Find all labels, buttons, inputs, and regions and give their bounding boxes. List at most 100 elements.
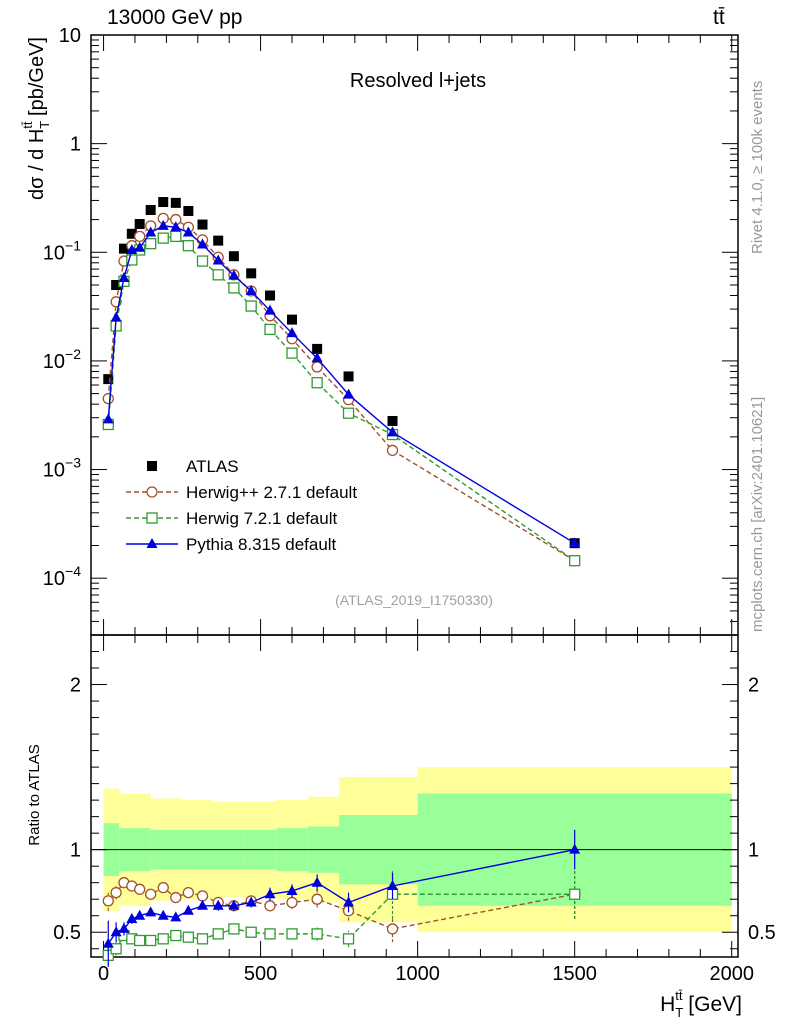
main-data-point — [228, 269, 240, 280]
ratio-data-point — [196, 933, 209, 945]
ratio-data-point — [134, 909, 146, 920]
legend: ATLAS Herwig++ 2.7.1 default Herwig 7.2.1 … — [126, 457, 357, 554]
ratio-data-point — [264, 900, 276, 912]
ratio-data-point — [212, 928, 224, 940]
main-data-point — [145, 238, 157, 250]
ratio-data-point — [110, 886, 122, 899]
main-data-point — [245, 300, 257, 312]
main-data-point — [387, 426, 399, 437]
main-axes: 10 1 10−1 10−2 10−3 10−4 — [43, 25, 738, 636]
analysis-label: (ATLAS_2019_I1750330) — [335, 592, 493, 608]
main-data-point — [103, 374, 114, 385]
main-data-point — [110, 311, 122, 322]
legend-label: Pythia 8.315 default — [186, 535, 337, 554]
main-data-point — [158, 197, 169, 208]
ratio-data-point — [212, 899, 224, 910]
main-data-point — [343, 371, 354, 382]
main-data-point — [182, 226, 194, 237]
main-data-point — [228, 282, 240, 294]
plot-title: Resolved l+jets — [350, 70, 486, 92]
header-final-state: tt̄ — [713, 6, 725, 29]
main-series-1 — [102, 212, 581, 567]
main-data-point — [102, 392, 114, 405]
ratio-data-point — [118, 922, 130, 933]
ratio-data-point — [311, 893, 323, 905]
main-data-point — [170, 197, 181, 208]
main-data-point — [111, 279, 122, 290]
ratio-data-point — [145, 934, 157, 947]
main-data-point — [134, 230, 146, 243]
main-data-point — [197, 219, 208, 230]
ratio-data-point — [170, 929, 182, 942]
ratio-data-point — [311, 928, 323, 940]
ratio-data-point — [245, 926, 257, 938]
main-data-point — [386, 444, 399, 457]
main-data-point — [264, 304, 276, 315]
legend-label: Herwig 7.2.1 default — [186, 509, 337, 528]
ratio-data-point — [134, 934, 146, 947]
main-y-tick-label: 10−4 — [43, 563, 81, 590]
legend-label: ATLAS — [186, 457, 239, 476]
x-tick-label: 1500 — [552, 963, 597, 985]
ratio-panel-frame — [90, 634, 739, 958]
main-data-point — [286, 347, 298, 359]
main-data-point — [212, 269, 224, 281]
ratio-data-point — [145, 888, 157, 900]
ratio-data-point — [343, 896, 355, 907]
main-data-point — [228, 251, 239, 262]
ratio-data-point — [264, 928, 276, 940]
main-data-point — [212, 254, 224, 265]
x-axis-label: HTtt̄ [GeV] — [660, 988, 742, 1020]
main-data-point — [264, 323, 276, 336]
main-data-point — [126, 228, 137, 239]
main-data-point — [286, 327, 298, 338]
ratio-data-point — [228, 899, 240, 910]
ratio-data-point — [182, 931, 195, 943]
ratio-data-point — [286, 928, 298, 940]
ratio-data-point — [182, 904, 194, 915]
ratio-series — [102, 829, 581, 967]
main-data-point — [102, 413, 114, 424]
main-series — [102, 197, 581, 567]
main-data-point — [245, 285, 257, 296]
ratio-data-point — [311, 876, 323, 887]
main-data-point — [145, 226, 157, 237]
ratio-data-point — [110, 943, 122, 955]
ratio-data-point — [170, 891, 182, 904]
ratio-series-2 — [102, 829, 581, 967]
x-tick-label: 0 — [98, 963, 109, 985]
main-data-point — [311, 377, 323, 389]
ratio-data-point — [386, 923, 399, 935]
ratio-data-point — [157, 933, 169, 945]
main-y-tick-label: 10−3 — [43, 455, 81, 482]
main-data-point — [118, 271, 130, 282]
x-tick-label: 500 — [244, 963, 277, 985]
main-data-point — [342, 407, 355, 419]
ratio-data-point — [196, 899, 208, 910]
ratio-data-point — [196, 890, 209, 902]
x-tick-label: 2000 — [709, 963, 754, 985]
ratio-data-point — [387, 879, 399, 890]
ratio-data-point — [102, 895, 114, 907]
main-data-point — [196, 238, 208, 249]
header-process: 13000 GeV pp — [107, 6, 243, 29]
main-series-line — [107, 235, 576, 562]
main-data-point — [265, 290, 276, 301]
main-data-point — [170, 221, 182, 232]
ratio-y-tick-label-left: 2 — [70, 675, 81, 697]
ratio-data-point — [182, 886, 195, 899]
main-data-point — [246, 268, 257, 279]
main-y-tick-label: 10 — [59, 25, 81, 47]
main-data-point — [569, 555, 581, 567]
main-data-point — [126, 254, 138, 266]
rivet-version-label: Rivet 4.1.0, ≥ 100k events — [749, 80, 766, 254]
ratio-data-point — [286, 896, 298, 909]
ratio-series-0 — [102, 869, 581, 943]
main-data-point — [569, 537, 581, 548]
ratio-data-point — [342, 933, 355, 945]
ratio-y-tick-label-right: 2 — [748, 675, 759, 697]
main-data-point — [312, 343, 323, 354]
ratio-data-point — [157, 909, 169, 920]
ratio-data-point — [110, 926, 122, 937]
